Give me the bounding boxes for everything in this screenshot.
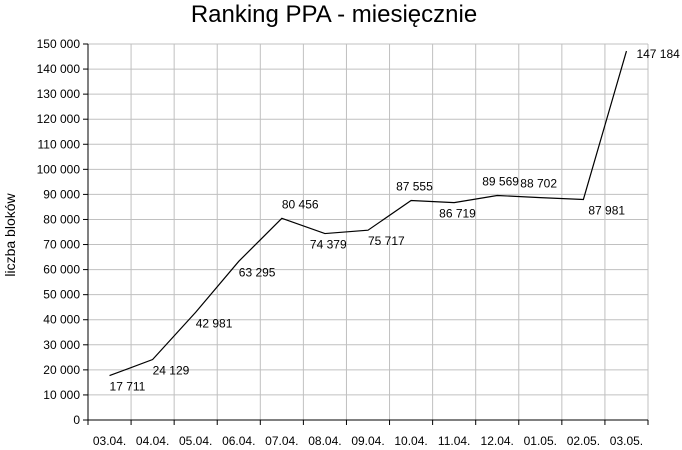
x-tick-label: 11.04. <box>438 434 470 448</box>
data-label: 42 981 <box>196 316 233 330</box>
x-tick-label: 06.04. <box>222 434 255 448</box>
data-label: 74 379 <box>310 238 347 252</box>
y-tick-label: 10 000 <box>43 388 80 402</box>
y-tick-label: 90 000 <box>43 187 80 201</box>
x-tick-label: 07.04. <box>265 434 298 448</box>
grid-lines <box>88 43 649 420</box>
data-label: 86 719 <box>439 207 476 221</box>
x-tick-label: 05.04. <box>179 434 212 448</box>
x-tick-label: 10.04. <box>394 434 427 448</box>
y-tick-label: 130 000 <box>37 87 81 101</box>
axes <box>87 44 648 421</box>
y-tick-label: 70 000 <box>43 238 80 252</box>
data-label: 88 702 <box>520 177 557 191</box>
series-line <box>109 50 628 377</box>
y-tick-label: 150 000 <box>37 37 81 51</box>
y-axis-ticks: 0 10 000 20 000 30 000 40 000 50 000 60 000 70 … <box>37 37 88 427</box>
y-tick-label: 140 000 <box>37 62 81 76</box>
y-tick-label: 100 000 <box>37 162 81 176</box>
y-tick-label: 20 000 <box>43 363 80 377</box>
x-axis-ticks: 03.04. 04.04. 05.04. 06.04. 07.04. 08.04. 09.0… <box>87 420 649 448</box>
y-tick-label: 110 000 <box>38 137 81 151</box>
data-label: 63 295 <box>239 265 276 279</box>
y-axis-label: liczba bloków <box>2 192 18 276</box>
y-tick-label: 40 000 <box>43 313 80 327</box>
y-tick-label: 80 000 <box>43 212 80 226</box>
data-label: 89 569 <box>482 174 519 188</box>
x-tick-label: 04.04. <box>136 434 169 448</box>
x-tick-label: 02.05. <box>567 434 600 448</box>
x-tick-label: 12.04. <box>481 434 514 448</box>
chart-title: Ranking PPA - miesięcznie <box>191 1 477 28</box>
y-tick-label: 30 000 <box>43 338 80 352</box>
data-labels: 17 711 24 129 42 981 63 295 80 456 74 379 75 7… <box>110 47 681 394</box>
x-tick-label: 09.04. <box>351 434 384 448</box>
y-tick-label: 50 000 <box>43 288 80 302</box>
x-tick-label: 03.05. <box>610 434 643 448</box>
data-label: 75 717 <box>368 234 405 248</box>
x-tick-label: 01.05. <box>524 434 557 448</box>
data-label: 147 184 <box>636 47 680 61</box>
data-label: 87 981 <box>588 203 625 217</box>
data-label: 80 456 <box>282 197 319 211</box>
y-tick-label: 60 000 <box>43 263 80 277</box>
x-tick-label: 08.04. <box>308 434 341 448</box>
x-tick-label: 03.04. <box>93 434 126 448</box>
y-tick-label: 120 000 <box>37 112 81 126</box>
data-label: 17 711 <box>110 380 146 394</box>
data-label: 24 129 <box>153 364 190 378</box>
series-polyline <box>109 50 628 377</box>
data-label: 87 555 <box>396 180 433 194</box>
y-tick-label: 0 <box>73 413 80 427</box>
